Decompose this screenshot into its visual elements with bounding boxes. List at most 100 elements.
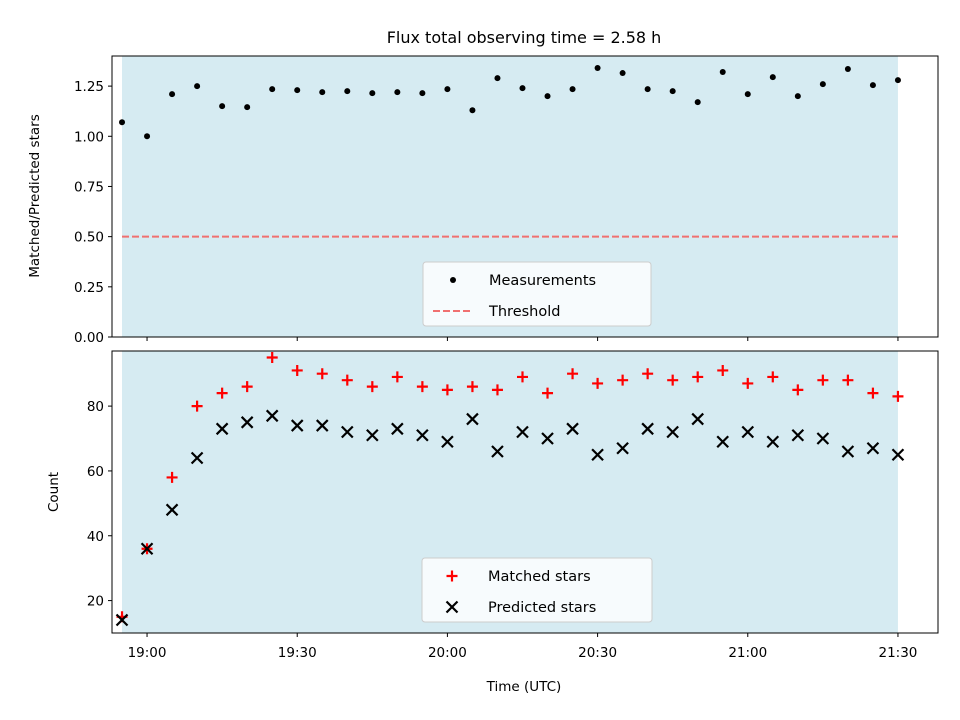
predicted-point: [566, 422, 579, 436]
predicted-point: [165, 503, 179, 517]
legend-label: Measurements: [489, 273, 596, 289]
count-ylabel: Count: [46, 472, 62, 512]
measurement-point: [519, 85, 526, 92]
measurement-point: [269, 86, 276, 93]
measurement-point: [294, 87, 301, 94]
measurement-point: [569, 86, 576, 93]
predicted-point: [616, 441, 629, 455]
measurement-point: [169, 91, 176, 98]
measurement-point: [794, 93, 801, 100]
predicted-point: [841, 445, 855, 458]
matched-point: [617, 374, 629, 386]
chart-title: Flux total observing time = 2.58 h: [387, 28, 662, 47]
matched-point: [817, 374, 829, 386]
matched-point: [316, 368, 328, 380]
matched-point: [642, 368, 654, 380]
matched-point: [842, 374, 854, 386]
measurement-point: [669, 88, 676, 95]
matched-point: [867, 387, 879, 399]
matched-point: [567, 368, 579, 380]
legend-measurement-swatch: [450, 277, 456, 283]
matched-point: [491, 384, 503, 396]
x-tick-label: 21:30: [878, 645, 917, 661]
measurement-point: [844, 66, 851, 73]
measurement-point: [869, 82, 876, 89]
predicted-point: [741, 425, 755, 439]
measurement-point: [219, 103, 226, 110]
x-tick-label: 19:30: [278, 645, 317, 661]
x-tick-label: 20:00: [428, 645, 467, 661]
measurement-point: [469, 107, 476, 114]
count-panel: 20 40 60 80 19:00 19:30 20:00 20:30 21:00 21:30 Ma…: [46, 350, 939, 695]
measurement-point: [719, 69, 726, 76]
matched-point: [542, 387, 554, 399]
measurement-point: [694, 99, 701, 106]
measurement-point: [244, 104, 251, 111]
legend-box: [422, 261, 652, 327]
predicted-point: [491, 445, 504, 458]
predicted-point: [591, 448, 604, 462]
measurement-point: [419, 90, 426, 97]
matched-point: [516, 371, 528, 383]
matched-point: [892, 390, 904, 402]
matched-point: [216, 387, 228, 399]
matched-point: [441, 384, 453, 396]
predicted-point: [766, 435, 780, 449]
matched-point: [466, 381, 478, 393]
count-axes: 20 40 60 80 19:00 19:30 20:00 20:30 21:00 21:30 Ma…: [87, 350, 939, 661]
measurement-point: [369, 90, 376, 97]
predicted-point: [190, 451, 204, 465]
predicted-point: [866, 441, 880, 455]
count-xlabel: Time (UTC): [486, 679, 562, 695]
predicted-point: [115, 613, 129, 627]
predicted-point: [716, 435, 730, 449]
ratio-axes: 0.00 0.25 0.50 0.75 1.00 1.25 Measurements Thre…: [74, 55, 939, 346]
matched-point: [191, 400, 203, 412]
legend-predicted-swatch: [445, 600, 459, 614]
legend-label: Threshold: [488, 304, 560, 320]
matched-point: [391, 371, 403, 383]
legend-box: [421, 557, 653, 623]
predicted-point: [240, 416, 254, 429]
measurement-point: [769, 74, 776, 81]
measurement-point: [144, 133, 151, 140]
matched-point: [366, 381, 378, 393]
y-tick-label: 60: [87, 464, 104, 480]
measurement-point: [544, 93, 551, 100]
predicted-point: [791, 428, 805, 442]
measurement-point: [344, 88, 351, 95]
predicted-point: [466, 412, 479, 426]
measurement-point: [894, 77, 901, 84]
matched-point: [692, 371, 704, 383]
matched-point: [166, 471, 178, 483]
predicted-point: [341, 425, 354, 439]
axes-frame: [111, 55, 939, 338]
matched-point: [241, 381, 253, 393]
predicted-point: [416, 428, 429, 442]
measurement-point: [119, 119, 126, 126]
axes-frame: [111, 350, 939, 634]
y-tick-label: 0.75: [74, 179, 104, 195]
matched-point: [291, 364, 303, 376]
measurement-point: [494, 75, 501, 82]
predicted-point: [641, 422, 654, 436]
measurement-point: [744, 91, 751, 98]
predicted-point: [290, 419, 304, 432]
predicted-point: [441, 435, 454, 449]
legend-matched-swatch: [446, 570, 458, 582]
measurement-point: [194, 83, 201, 90]
measurement-point: [394, 89, 401, 96]
x-tick-label: 20:30: [578, 645, 617, 661]
y-tick-label: 0.50: [74, 230, 104, 246]
y-tick-label: 0.00: [74, 330, 104, 346]
predicted-point: [541, 432, 554, 445]
measurement-point: [594, 65, 601, 72]
predicted-point: [315, 419, 329, 432]
y-tick-label: 20: [87, 594, 104, 610]
x-tick-label: 19:00: [128, 645, 167, 661]
matched-point: [667, 374, 679, 386]
predicted-point: [366, 428, 379, 442]
y-tick-label: 40: [87, 529, 104, 545]
y-tick-label: 80: [87, 399, 104, 415]
